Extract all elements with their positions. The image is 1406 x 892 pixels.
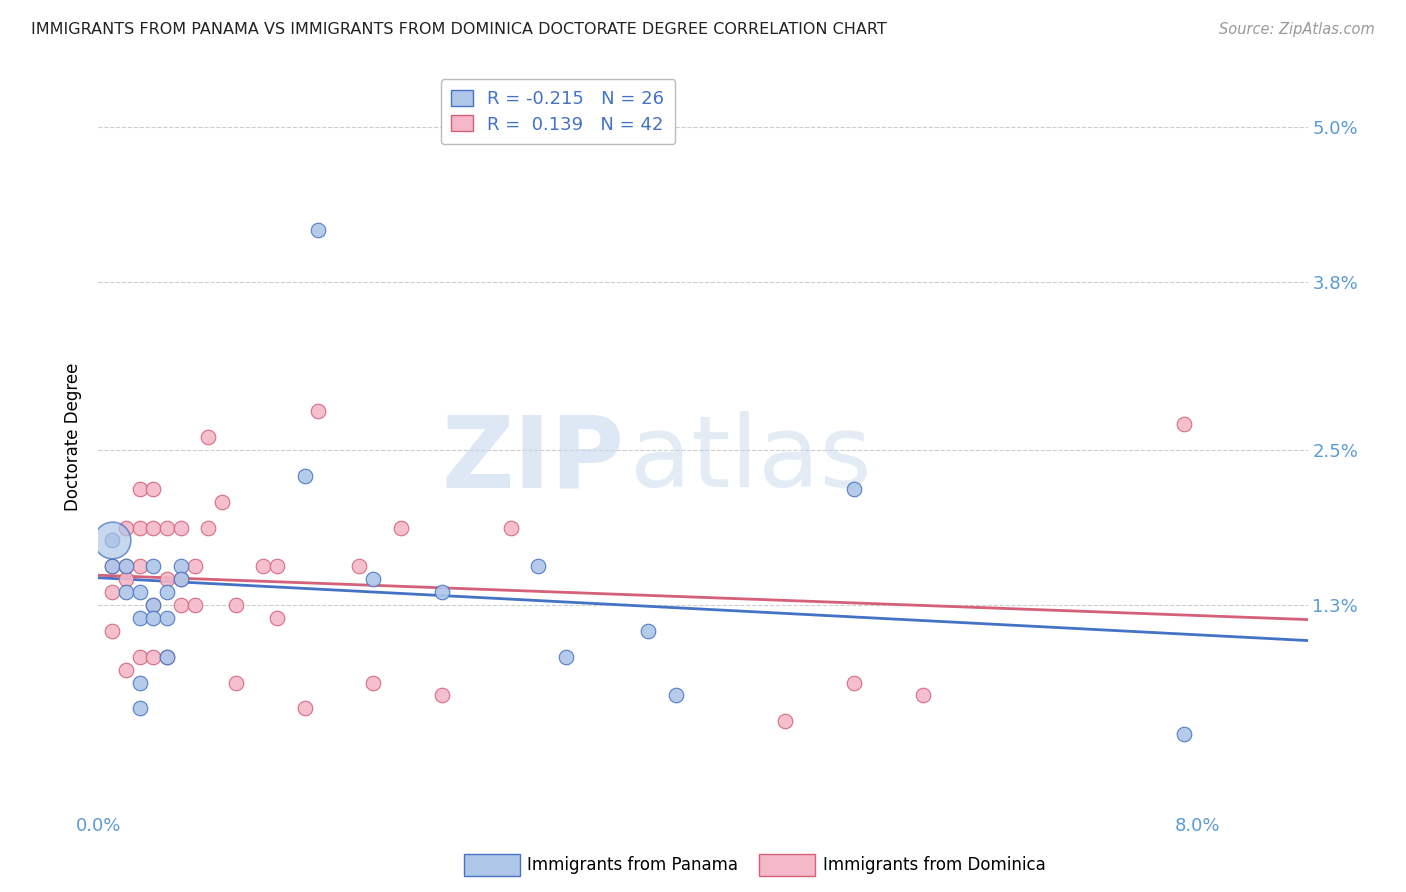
Point	[266, 611, 288, 625]
Point	[128, 520, 150, 534]
Point	[115, 663, 138, 677]
Point	[156, 572, 179, 586]
Point	[211, 494, 233, 508]
Point	[142, 611, 165, 625]
Point	[128, 675, 150, 690]
Text: Immigrants from Panama: Immigrants from Panama	[527, 856, 738, 874]
Point	[197, 430, 219, 444]
Point	[307, 404, 329, 418]
Point	[156, 585, 179, 599]
Point	[554, 649, 576, 664]
Point	[142, 649, 165, 664]
Point	[1173, 417, 1195, 432]
Point	[115, 520, 138, 534]
Text: ZIP: ZIP	[441, 411, 624, 508]
Point	[225, 598, 247, 612]
Point	[128, 701, 150, 715]
Text: IMMIGRANTS FROM PANAMA VS IMMIGRANTS FROM DOMINICA DOCTORATE DEGREE CORRELATION : IMMIGRANTS FROM PANAMA VS IMMIGRANTS FRO…	[31, 22, 887, 37]
Text: atlas: atlas	[630, 411, 872, 508]
Point	[664, 689, 686, 703]
Point	[156, 649, 179, 664]
Text: Source: ZipAtlas.com: Source: ZipAtlas.com	[1219, 22, 1375, 37]
Point	[294, 701, 316, 715]
Point	[128, 649, 150, 664]
Point	[361, 572, 384, 586]
Point	[361, 675, 384, 690]
Text: Immigrants from Dominica: Immigrants from Dominica	[823, 856, 1045, 874]
Point	[252, 559, 274, 574]
Point	[911, 689, 934, 703]
Point	[225, 675, 247, 690]
Point	[115, 559, 138, 574]
Point	[197, 520, 219, 534]
Point	[527, 559, 550, 574]
Point	[844, 675, 866, 690]
Y-axis label: Doctorate Degree: Doctorate Degree	[65, 363, 83, 511]
Point	[128, 585, 150, 599]
Point	[430, 689, 453, 703]
Point	[170, 520, 193, 534]
Point	[499, 520, 522, 534]
Point	[183, 559, 205, 574]
Point	[115, 572, 138, 586]
Point	[389, 520, 412, 534]
Point	[170, 572, 193, 586]
Point	[128, 611, 150, 625]
Point	[294, 468, 316, 483]
Point	[775, 714, 797, 729]
Point	[844, 482, 866, 496]
Point	[115, 585, 138, 599]
Point	[101, 624, 124, 638]
Point	[430, 585, 453, 599]
Point	[115, 559, 138, 574]
Point	[101, 533, 124, 548]
Point	[142, 598, 165, 612]
Point	[101, 533, 124, 548]
Point	[637, 624, 659, 638]
Point	[101, 559, 124, 574]
Point	[101, 559, 124, 574]
Point	[128, 559, 150, 574]
Point	[183, 598, 205, 612]
Point	[101, 585, 124, 599]
Point	[170, 559, 193, 574]
Point	[349, 559, 371, 574]
Point	[142, 598, 165, 612]
Point	[142, 520, 165, 534]
Legend: R = -0.215   N = 26, R =  0.139   N = 42: R = -0.215 N = 26, R = 0.139 N = 42	[440, 79, 675, 145]
Point	[156, 611, 179, 625]
Point	[156, 649, 179, 664]
Point	[156, 520, 179, 534]
Point	[128, 482, 150, 496]
Point	[1173, 727, 1195, 741]
Point	[170, 598, 193, 612]
Point	[170, 572, 193, 586]
Point	[142, 559, 165, 574]
Point	[142, 482, 165, 496]
Point	[266, 559, 288, 574]
Point	[307, 223, 329, 237]
